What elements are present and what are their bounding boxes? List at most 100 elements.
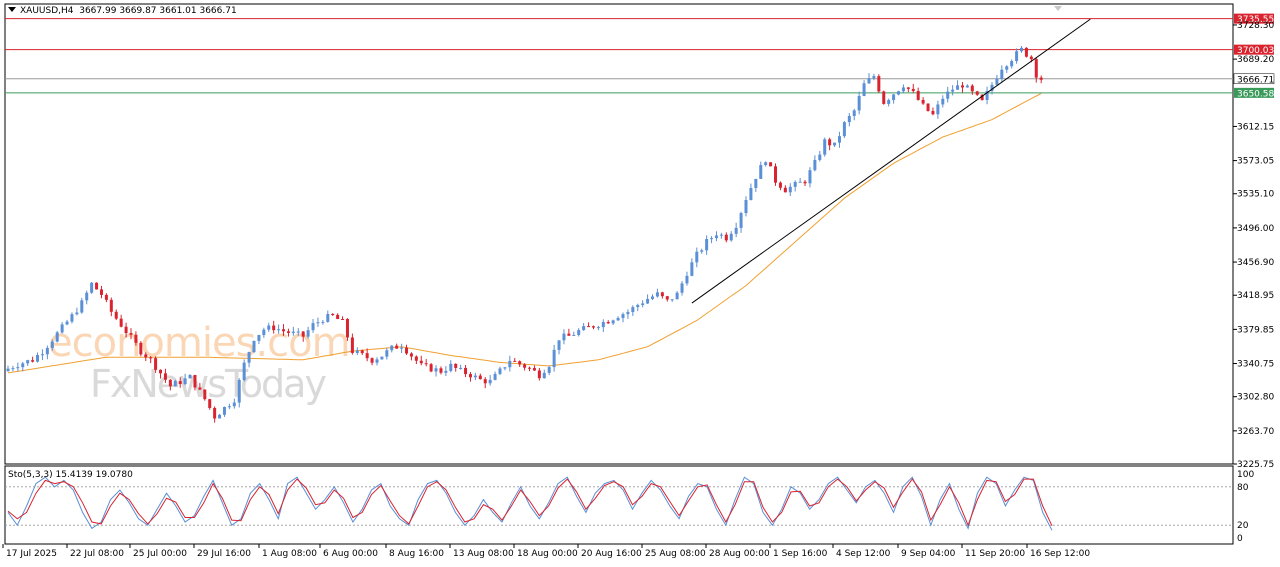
stochastic-pane-border bbox=[4, 465, 1234, 545]
bull-candle bbox=[247, 352, 251, 363]
bull-candle bbox=[552, 349, 556, 368]
bull-candle bbox=[222, 407, 226, 415]
bear-candle bbox=[523, 364, 527, 368]
bear-candle bbox=[144, 354, 148, 358]
bear-candle bbox=[906, 87, 910, 89]
price-pane-border bbox=[4, 3, 1234, 465]
bull-candle bbox=[85, 292, 89, 301]
bull-candle bbox=[45, 347, 49, 355]
bear-candle bbox=[360, 350, 364, 354]
bear-candle bbox=[282, 329, 286, 332]
bull-candle bbox=[596, 327, 600, 329]
bear-candle bbox=[587, 326, 591, 328]
bull-candle bbox=[901, 87, 905, 92]
bull-candle bbox=[749, 188, 753, 201]
bull-candle bbox=[655, 292, 659, 297]
bull-candle bbox=[714, 235, 718, 239]
bull-candle bbox=[729, 233, 733, 241]
bull-candle bbox=[897, 91, 901, 95]
bull-candle bbox=[626, 312, 630, 315]
bull-candle bbox=[562, 333, 566, 341]
y-tick-label: 3535.10 bbox=[1237, 190, 1274, 200]
bull-candle bbox=[965, 85, 969, 88]
bear-candle bbox=[139, 342, 143, 355]
bear-candle bbox=[660, 292, 664, 297]
bull-candle bbox=[990, 84, 994, 91]
x-tick-label: 9 Sep 04:00 bbox=[901, 549, 956, 559]
bear-candle bbox=[395, 345, 399, 349]
bear-candle bbox=[301, 331, 305, 337]
bear-candle bbox=[114, 311, 118, 319]
bull-candle bbox=[390, 345, 394, 351]
moving-average-line bbox=[7, 92, 1042, 374]
bull-candle bbox=[641, 303, 645, 306]
x-tick-label: 18 Aug 00:00 bbox=[517, 549, 578, 559]
bear-candle bbox=[31, 360, 35, 362]
bear-candle bbox=[606, 322, 610, 324]
y-tick-label: 3379.85 bbox=[1237, 325, 1274, 335]
bull-candle bbox=[60, 324, 64, 333]
bear-candle bbox=[916, 90, 920, 100]
bull-candle bbox=[262, 329, 266, 335]
bull-candle bbox=[685, 275, 689, 284]
bull-candle bbox=[616, 317, 620, 321]
stochastic-signal-line bbox=[7, 478, 1053, 527]
bear-candle bbox=[783, 187, 787, 193]
bull-candle bbox=[355, 350, 359, 353]
bull-candle bbox=[818, 154, 822, 160]
stochastic-y-label: 0 bbox=[1237, 534, 1243, 544]
bull-candle bbox=[951, 89, 955, 92]
bull-candle bbox=[695, 251, 699, 263]
bull-candle bbox=[188, 374, 192, 379]
level-tag-3700.03 bbox=[1234, 44, 1274, 55]
bear-candle bbox=[350, 337, 354, 353]
bear-candle bbox=[439, 368, 443, 373]
bear-candle bbox=[960, 85, 964, 88]
bull-candle bbox=[808, 170, 812, 184]
y-tick-label: 3302.80 bbox=[1237, 393, 1274, 403]
bull-candle bbox=[380, 356, 384, 360]
x-tick-label: 11 Sep 20:00 bbox=[965, 549, 1025, 559]
bear-candle bbox=[429, 364, 433, 372]
x-tick-label: 1 Sep 16:00 bbox=[773, 549, 828, 559]
bear-candle bbox=[1029, 56, 1033, 60]
bear-candle bbox=[99, 289, 103, 295]
bull-candle bbox=[449, 363, 453, 371]
bull-candle bbox=[21, 363, 25, 368]
bull-candle bbox=[375, 359, 379, 363]
x-tick-label: 29 Jul 16:00 bbox=[197, 549, 251, 559]
bull-candle bbox=[90, 282, 94, 293]
bull-candle bbox=[267, 325, 271, 330]
bull-candle bbox=[936, 104, 940, 115]
bear-candle bbox=[409, 353, 413, 357]
stochastic-y-label: 100 bbox=[1237, 470, 1254, 480]
bear-candle bbox=[567, 333, 571, 336]
bull-candle bbox=[296, 331, 300, 333]
bear-candle bbox=[454, 363, 458, 368]
bull-candle bbox=[739, 213, 743, 228]
y-tick-label: 3689.20 bbox=[1237, 55, 1274, 65]
bear-candle bbox=[970, 85, 974, 92]
bear-candle bbox=[975, 91, 979, 95]
bull-candle bbox=[55, 332, 59, 342]
bull-candle bbox=[542, 372, 546, 379]
y-tick-label: 3263.70 bbox=[1237, 427, 1274, 437]
x-tick-label: 25 Jul 00:00 bbox=[133, 549, 187, 559]
chart-header: XAUUSD,H4 3667.99 3669.87 3661.01 3666.7… bbox=[8, 6, 237, 16]
x-tick-label: 28 Aug 00:00 bbox=[709, 549, 770, 559]
bull-candle bbox=[400, 347, 404, 349]
chevron-down-icon[interactable] bbox=[8, 7, 16, 12]
bull-candle bbox=[434, 368, 438, 372]
bear-candle bbox=[95, 282, 99, 290]
bull-candle bbox=[601, 322, 605, 328]
bear-candle bbox=[665, 296, 669, 300]
bull-candle bbox=[788, 186, 792, 193]
bull-candle bbox=[631, 307, 635, 313]
bull-candle bbox=[488, 379, 492, 384]
bull-candle bbox=[173, 381, 177, 387]
trendline bbox=[691, 18, 1091, 304]
bear-candle bbox=[1034, 59, 1038, 78]
bull-candle bbox=[833, 142, 837, 146]
bull-candle bbox=[237, 379, 241, 403]
